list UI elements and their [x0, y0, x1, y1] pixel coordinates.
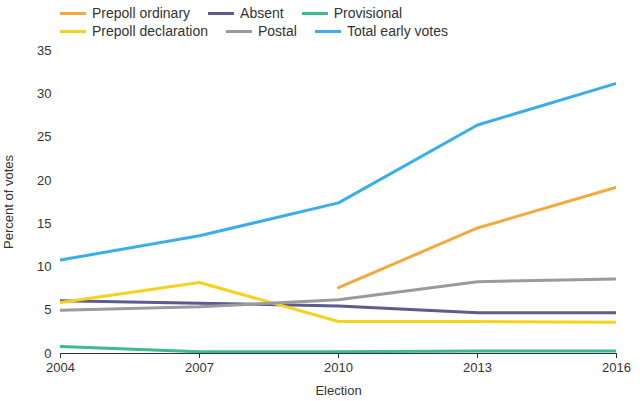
html-text:Postal: Postal: [258, 23, 297, 39]
svg-text:35: 35: [37, 43, 51, 58]
html-text:Absent: Absent: [240, 5, 284, 21]
svg-text:2016: 2016: [602, 360, 631, 375]
svg-text:20: 20: [37, 173, 51, 188]
html-text:Prepoll ordinary: Prepoll ordinary: [92, 5, 191, 21]
svg-text:5: 5: [44, 302, 51, 317]
svg-text:2010: 2010: [324, 360, 353, 375]
html-text:Provisional: Provisional: [333, 5, 403, 21]
svg-text:Election: Election: [315, 383, 361, 398]
svg-text:10: 10: [37, 259, 51, 274]
svg-text:0: 0: [44, 346, 51, 361]
svg-text:2013: 2013: [463, 360, 492, 375]
svg-text:2004: 2004: [46, 360, 75, 375]
svg-text:30: 30: [37, 86, 51, 101]
html-text:Total early votes: Total early votes: [346, 23, 449, 39]
svg-text:25: 25: [37, 129, 51, 144]
svg-text:15: 15: [37, 216, 51, 231]
svg-text:2007: 2007: [185, 360, 214, 375]
html-text:Prepoll declaration: Prepoll declaration: [92, 23, 208, 39]
svg-text:Percent of votes: Percent of votes: [1, 155, 16, 249]
